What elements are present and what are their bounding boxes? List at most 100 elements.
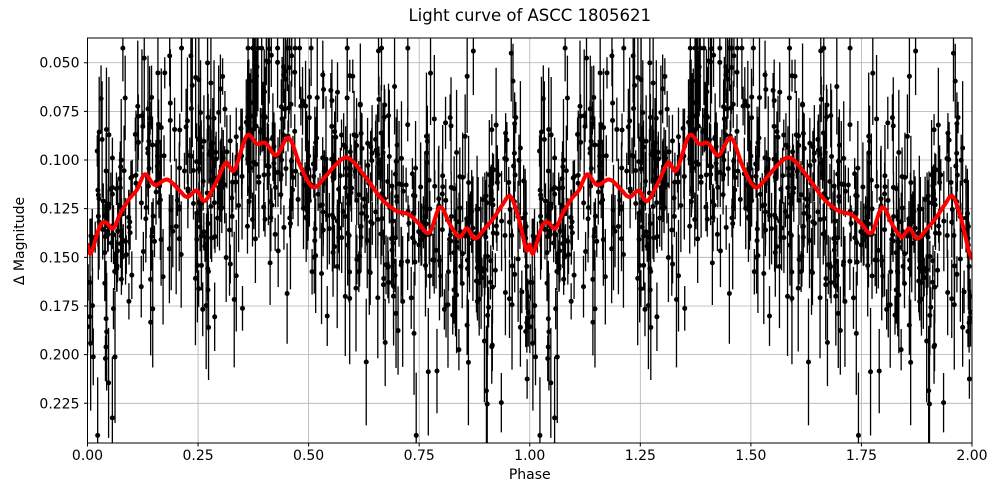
data-point — [671, 195, 677, 201]
data-point — [585, 205, 591, 211]
data-point — [283, 76, 289, 82]
data-point — [627, 188, 633, 194]
data-point — [118, 157, 124, 163]
data-point — [386, 154, 392, 160]
data-point — [882, 184, 888, 190]
data-point — [254, 73, 260, 79]
data-point — [306, 198, 312, 204]
data-point — [836, 194, 842, 200]
data-point — [222, 106, 228, 112]
data-point — [390, 218, 396, 224]
data-point — [926, 388, 932, 394]
data-point — [688, 95, 694, 100]
data-point — [781, 132, 787, 138]
data-point — [155, 70, 161, 76]
data-point — [305, 194, 311, 200]
y-tick-label: 0.125 — [39, 202, 79, 218]
data-point — [102, 280, 108, 286]
data-point — [336, 234, 342, 240]
data-point — [448, 238, 454, 244]
data-point — [557, 228, 563, 234]
data-point — [448, 213, 454, 219]
data-point — [293, 168, 299, 174]
data-point — [205, 60, 211, 66]
data-point — [440, 173, 446, 179]
data-point — [201, 138, 207, 144]
data-point — [658, 109, 664, 115]
data-point — [217, 86, 223, 92]
data-point — [791, 185, 797, 191]
data-point — [597, 139, 603, 145]
data-point — [365, 140, 371, 146]
data-point — [889, 115, 895, 121]
data-point — [595, 189, 601, 195]
data-point — [794, 168, 800, 174]
data-point — [672, 179, 678, 185]
data-point — [344, 45, 350, 51]
data-point — [441, 306, 447, 312]
data-point — [704, 114, 710, 120]
data-point — [320, 227, 326, 233]
data-point — [835, 235, 841, 241]
data-point — [111, 232, 117, 238]
data-point — [833, 258, 839, 264]
data-point — [431, 257, 437, 263]
data-point — [353, 285, 359, 291]
data-point — [295, 196, 301, 202]
data-point — [129, 272, 135, 278]
data-point — [476, 280, 482, 286]
data-point — [361, 196, 367, 202]
data-point — [150, 306, 156, 312]
data-point — [545, 344, 551, 350]
data-point — [334, 264, 340, 270]
data-point — [246, 199, 252, 205]
data-point — [895, 239, 901, 245]
data-point — [663, 155, 669, 161]
data-point — [432, 183, 438, 189]
data-point — [661, 205, 667, 211]
data-point — [840, 262, 846, 268]
data-point — [930, 183, 936, 189]
data-point — [507, 206, 513, 212]
data-point — [168, 225, 174, 231]
data-point — [244, 223, 250, 229]
data-point — [749, 94, 755, 100]
data-point — [818, 160, 824, 166]
data-point — [115, 228, 121, 234]
data-point — [788, 201, 794, 207]
data-point — [957, 256, 963, 262]
data-point — [532, 303, 538, 309]
data-point — [609, 53, 615, 59]
data-point — [949, 219, 955, 225]
data-point — [297, 45, 303, 51]
data-point — [223, 255, 229, 261]
data-point — [835, 310, 841, 316]
data-point — [698, 174, 704, 180]
data-point — [687, 122, 693, 128]
data-point — [827, 264, 833, 270]
data-point — [389, 236, 394, 242]
data-point — [486, 304, 492, 310]
data-point — [222, 182, 228, 188]
data-point — [96, 196, 102, 202]
data-point — [732, 187, 738, 193]
data-point — [737, 196, 743, 202]
data-point — [918, 254, 924, 260]
data-point — [664, 106, 670, 112]
data-point — [213, 156, 219, 162]
data-point — [867, 159, 873, 165]
data-point — [697, 45, 703, 51]
data-point — [117, 185, 123, 191]
data-point — [443, 197, 449, 203]
data-point — [239, 173, 245, 179]
data-point — [405, 258, 411, 264]
data-point — [789, 172, 795, 178]
data-point — [200, 306, 206, 312]
data-point — [537, 148, 543, 154]
data-point — [687, 45, 693, 51]
data-point — [790, 190, 796, 196]
data-point — [560, 157, 566, 163]
data-point — [566, 252, 572, 258]
data-point — [88, 233, 94, 239]
data-point — [454, 292, 460, 298]
